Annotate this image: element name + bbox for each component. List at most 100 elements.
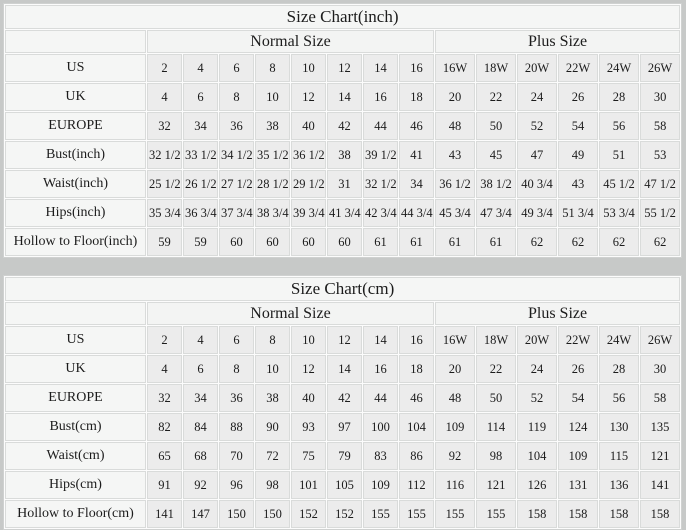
size-cell: 92	[183, 471, 218, 499]
row-label: EUROPE	[5, 384, 146, 412]
size-cell: 55 1/2	[640, 199, 681, 227]
size-cell: 83	[363, 442, 398, 470]
size-row: Waist(inch) 25 1/2 26 1/2 27 1/2 28 1/2 29 1/…	[5, 170, 681, 198]
row-label: Hips(cm)	[5, 471, 146, 499]
row-label: UK	[5, 83, 146, 111]
size-cell: 158	[558, 500, 598, 528]
size-cell: 44 3/4	[399, 199, 434, 227]
size-cell: 91	[147, 471, 182, 499]
group-header-row: Normal Size Plus Size	[5, 302, 681, 325]
row-label: Bust(inch)	[5, 141, 146, 169]
size-cell: 50	[476, 112, 516, 140]
size-cell: 6	[183, 83, 218, 111]
size-cell: 84	[183, 413, 218, 441]
row-label: Waist(inch)	[5, 170, 146, 198]
size-cell: 86	[399, 442, 434, 470]
size-row: EUROPE 32 34 36 38 40 42 44 46 48 50 52 54 56 58	[5, 112, 681, 140]
size-cell: 32	[147, 384, 182, 412]
size-cell: 60	[219, 228, 254, 256]
size-cell: 105	[327, 471, 362, 499]
size-rows: US 2 4 6 8 10 12 14 16 16W 18W 20W 22W 24W 26W UK 4 6 8 10 1…	[5, 326, 681, 528]
size-cell: 158	[640, 500, 681, 528]
row-label: Bust(cm)	[5, 413, 146, 441]
size-cell: 158	[599, 500, 639, 528]
size-cell: 30	[640, 355, 681, 383]
size-cell: 10	[291, 54, 326, 82]
title-row: Size Chart(inch)	[5, 5, 681, 29]
size-cell: 60	[327, 228, 362, 256]
size-cell: 96	[219, 471, 254, 499]
size-row: Hips(inch) 35 3/4 36 3/4 37 3/4 38 3/4 39 3/4…	[5, 199, 681, 227]
size-chart-inch-table: Size Chart(inch) Normal Size Plus Size U…	[3, 3, 683, 258]
size-cell: 16	[363, 355, 398, 383]
size-cell: 37 3/4	[219, 199, 254, 227]
size-cell: 12	[291, 355, 326, 383]
size-cell: 4	[147, 83, 182, 111]
size-cell: 131	[558, 471, 598, 499]
row-label: US	[5, 326, 146, 354]
size-cell: 20W	[517, 54, 557, 82]
size-cell: 48	[435, 112, 475, 140]
size-cell: 104	[517, 442, 557, 470]
size-cell: 26W	[640, 326, 681, 354]
size-cell: 33 1/2	[183, 141, 218, 169]
size-cell: 70	[219, 442, 254, 470]
size-cell: 12	[291, 83, 326, 111]
corner-cell	[5, 302, 146, 325]
size-cell: 26 1/2	[183, 170, 218, 198]
size-cell: 34	[183, 384, 218, 412]
size-cell: 150	[255, 500, 290, 528]
size-cell: 4	[183, 54, 218, 82]
size-cell: 26	[558, 355, 598, 383]
size-chart-panel-inch: Size Chart(inch) Normal Size Plus Size U…	[3, 3, 683, 258]
size-cell: 2	[147, 54, 182, 82]
size-cell: 98	[255, 471, 290, 499]
size-cell: 52	[517, 384, 557, 412]
size-cell: 109	[435, 413, 475, 441]
size-cell: 40 3/4	[517, 170, 557, 198]
size-cell: 42	[327, 384, 362, 412]
size-cell: 48	[435, 384, 475, 412]
size-cell: 126	[517, 471, 557, 499]
size-cell: 24	[517, 83, 557, 111]
size-cell: 79	[327, 442, 362, 470]
size-cell: 43	[558, 170, 598, 198]
size-cell: 30	[640, 83, 681, 111]
size-row: Waist(cm) 65 68 70 72 75 79 83 86 92 98 104 109 115 12…	[5, 442, 681, 470]
size-cell: 16	[363, 83, 398, 111]
size-cell: 158	[517, 500, 557, 528]
size-cell: 62	[599, 228, 639, 256]
size-cell: 35 3/4	[147, 199, 182, 227]
size-cell: 36 3/4	[183, 199, 218, 227]
size-cell: 10	[291, 326, 326, 354]
size-cell: 42 3/4	[363, 199, 398, 227]
size-cell: 38 3/4	[255, 199, 290, 227]
size-cell: 53 3/4	[599, 199, 639, 227]
chart-title: Size Chart(inch)	[5, 5, 681, 29]
size-cell: 38	[327, 141, 362, 169]
row-label: UK	[5, 355, 146, 383]
size-cell: 147	[183, 500, 218, 528]
chart-title: Size Chart(cm)	[5, 277, 681, 301]
size-cell: 18W	[476, 326, 516, 354]
size-cell: 124	[558, 413, 598, 441]
size-cell: 6	[219, 326, 254, 354]
size-cell: 28	[599, 355, 639, 383]
size-cell: 54	[558, 384, 598, 412]
size-cell: 26W	[640, 54, 681, 82]
size-cell: 45	[476, 141, 516, 169]
size-cell: 155	[476, 500, 516, 528]
size-cell: 38	[255, 384, 290, 412]
size-cell: 58	[640, 384, 681, 412]
size-cell: 39 1/2	[363, 141, 398, 169]
size-cell: 115	[599, 442, 639, 470]
size-cell: 51 3/4	[558, 199, 598, 227]
size-cell: 22W	[558, 326, 598, 354]
size-cell: 65	[147, 442, 182, 470]
size-cell: 35 1/2	[255, 141, 290, 169]
size-cell: 93	[291, 413, 326, 441]
size-cell: 10	[255, 355, 290, 383]
size-cell: 100	[363, 413, 398, 441]
size-cell: 36	[219, 112, 254, 140]
size-row: EUROPE 32 34 36 38 40 42 44 46 48 50 52 54 56 58	[5, 384, 681, 412]
